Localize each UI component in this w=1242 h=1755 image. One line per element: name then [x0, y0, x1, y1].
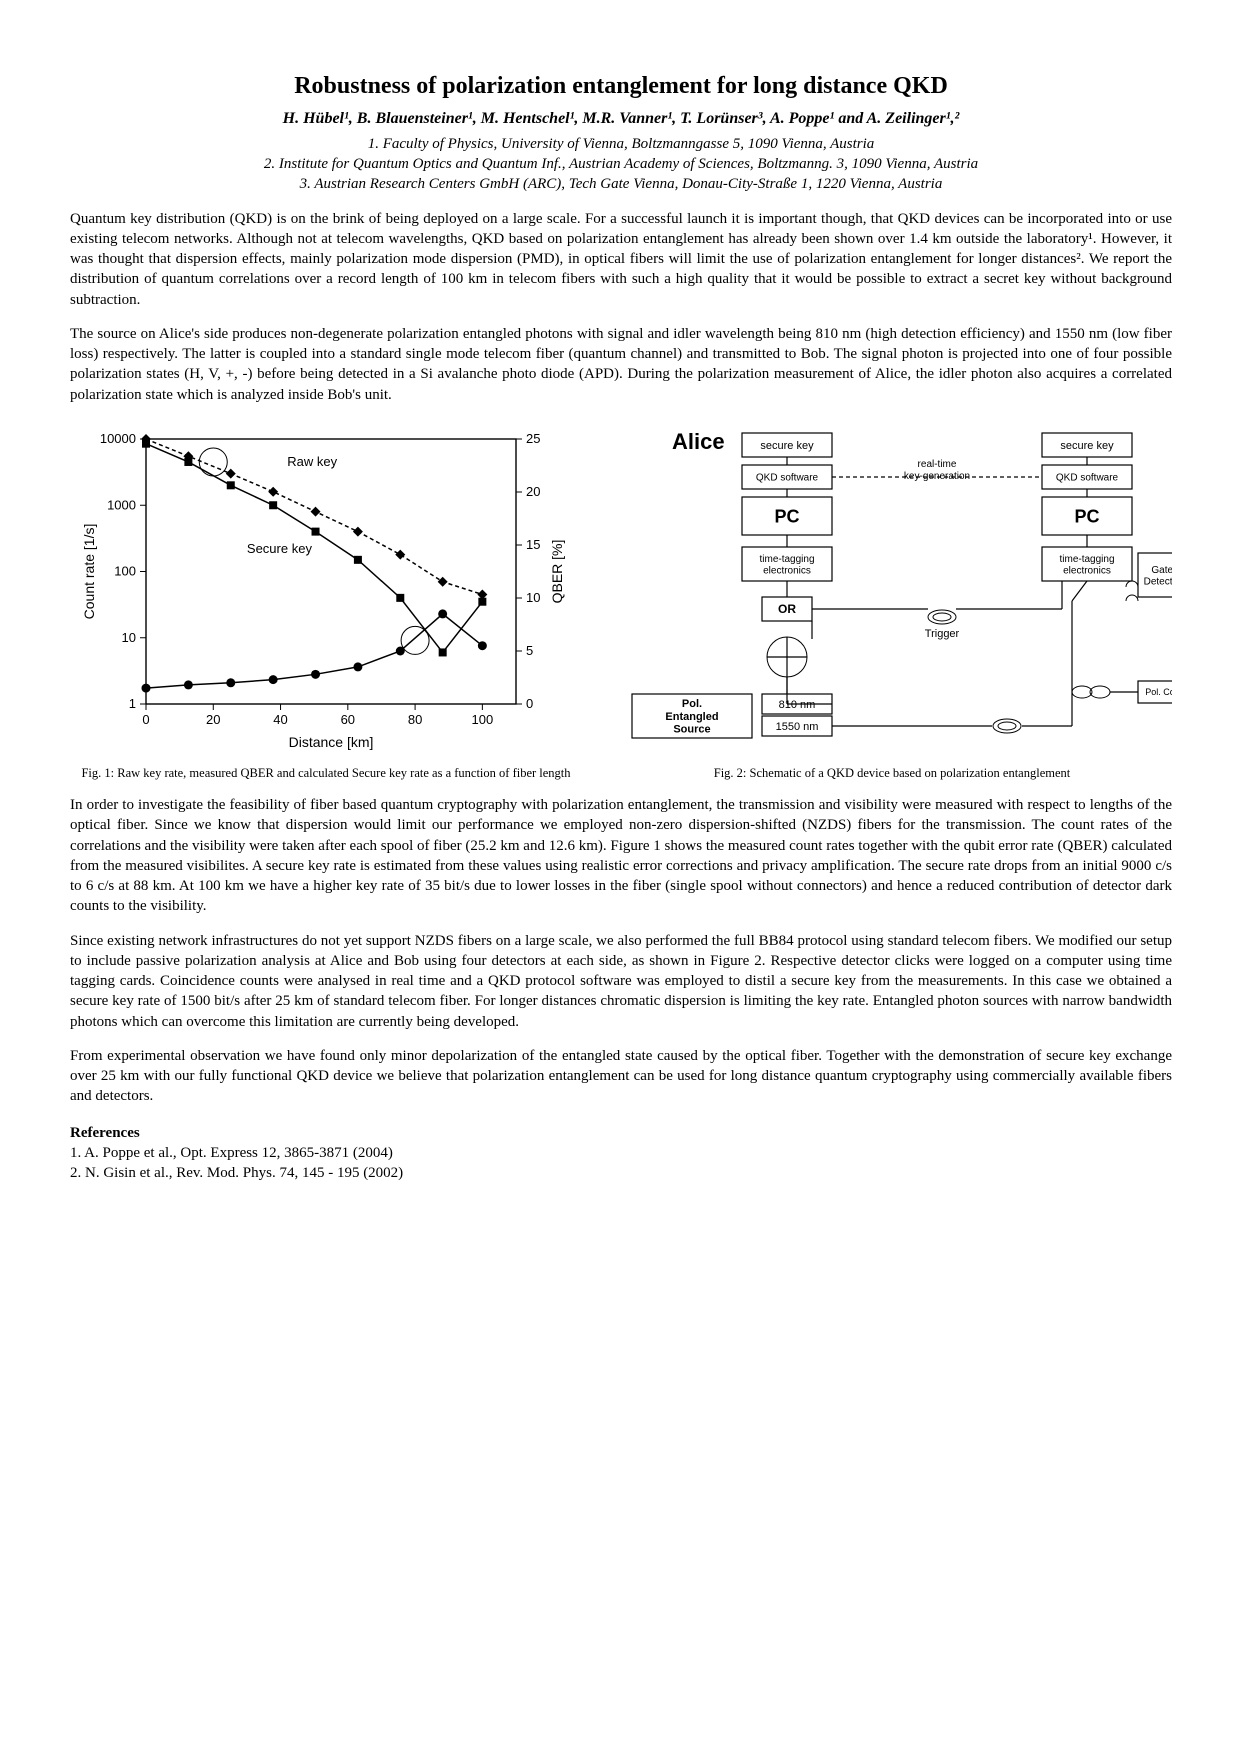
svg-text:100: 100 — [114, 563, 136, 578]
svg-text:QBER [%]: QBER [%] — [549, 540, 565, 604]
svg-text:Raw key: Raw key — [287, 454, 337, 469]
svg-text:40: 40 — [273, 712, 287, 727]
svg-text:10000: 10000 — [100, 431, 136, 446]
paragraph-4: Since existing network infrastructures d… — [70, 931, 1172, 1032]
svg-text:OR: OR — [778, 602, 796, 616]
figure-row: 0 20 40 60 80 100 1 10 100 1000 10000 0 5 10 15 20 25 Dis… — [70, 419, 1172, 781]
paragraph-1: Quantum key distribution (QKD) is on the… — [70, 209, 1172, 310]
svg-text:QKD software: QKD software — [1056, 472, 1119, 483]
svg-text:80: 80 — [408, 712, 422, 727]
figure-2-column: AliceBobsecure keyQKD softwarePCtime-tag… — [612, 419, 1172, 781]
svg-text:Gated: Gated — [1151, 565, 1172, 576]
affiliation-1: 1. Faculty of Physics, University of Vie… — [70, 134, 1172, 154]
paragraph-2: The source on Alice's side produces non-… — [70, 324, 1172, 405]
svg-text:electronics: electronics — [1063, 565, 1111, 576]
svg-text:5: 5 — [526, 643, 533, 658]
svg-text:Source: Source — [673, 723, 710, 735]
svg-text:10: 10 — [526, 590, 540, 605]
svg-text:15: 15 — [526, 537, 540, 552]
authors-line: H. Hübel¹, B. Blauensteiner¹, M. Hentsch… — [70, 108, 1172, 130]
reference-1: 1. A. Poppe et al., Opt. Express 12, 386… — [70, 1143, 1172, 1163]
figure-2-schematic: AliceBobsecure keyQKD softwarePCtime-tag… — [612, 419, 1172, 759]
affiliation-3: 3. Austrian Research Centers GmbH (ARC),… — [70, 174, 1172, 194]
affiliation-2: 2. Institute for Quantum Optics and Quan… — [70, 154, 1172, 174]
svg-text:1000: 1000 — [107, 497, 136, 512]
paper-title: Robustness of polarization entanglement … — [70, 70, 1172, 102]
svg-text:Count rate [1/s]: Count rate [1/s] — [81, 524, 97, 620]
svg-text:Detectors: Detectors — [1144, 576, 1172, 587]
svg-text:Secure key: Secure key — [247, 541, 313, 556]
svg-text:810 nm: 810 nm — [779, 699, 816, 711]
svg-text:20: 20 — [206, 712, 220, 727]
paragraph-5: From experimental observation we have fo… — [70, 1046, 1172, 1107]
svg-text:20: 20 — [526, 484, 540, 499]
paragraph-3: In order to investigate the feasibility … — [70, 795, 1172, 917]
svg-text:100: 100 — [472, 712, 494, 727]
svg-text:time-tagging: time-tagging — [1059, 554, 1114, 565]
figure-1-column: 0 20 40 60 80 100 1 10 100 1000 10000 0 5 10 15 20 25 Dis… — [70, 419, 582, 781]
figure-1-caption: Fig. 1: Raw key rate, measured QBER and … — [81, 765, 570, 781]
svg-text:secure key: secure key — [1060, 440, 1114, 452]
references-header: References — [70, 1123, 1172, 1143]
svg-text:0: 0 — [526, 696, 533, 711]
svg-text:Trigger: Trigger — [925, 628, 960, 640]
svg-text:Pol.: Pol. — [682, 698, 702, 710]
svg-text:PC: PC — [774, 506, 799, 526]
svg-text:1: 1 — [129, 696, 136, 711]
svg-text:Distance [km]: Distance [km] — [289, 734, 374, 750]
svg-text:Alice: Alice — [672, 429, 725, 454]
reference-2: 2. N. Gisin et al., Rev. Mod. Phys. 74, … — [70, 1163, 1172, 1183]
svg-text:10: 10 — [122, 630, 136, 645]
svg-text:QKD software: QKD software — [756, 472, 819, 483]
svg-text:real-time: real-time — [918, 459, 957, 470]
svg-text:Pol. Cont.: Pol. Cont. — [1145, 687, 1172, 697]
svg-text:25: 25 — [526, 431, 540, 446]
svg-text:time-tagging: time-tagging — [759, 554, 814, 565]
svg-text:60: 60 — [341, 712, 355, 727]
svg-text:electronics: electronics — [763, 565, 811, 576]
figure-1-chart: 0 20 40 60 80 100 1 10 100 1000 10000 0 5 10 15 20 25 Dis… — [76, 419, 576, 759]
svg-text:1550 nm: 1550 nm — [776, 721, 819, 733]
figure-2-caption: Fig. 2: Schematic of a QKD device based … — [714, 765, 1071, 781]
svg-text:0: 0 — [142, 712, 149, 727]
svg-text:key-generation: key-generation — [904, 471, 970, 482]
svg-text:PC: PC — [1074, 506, 1099, 526]
svg-text:Entangled: Entangled — [665, 711, 718, 723]
svg-text:secure key: secure key — [760, 440, 814, 452]
